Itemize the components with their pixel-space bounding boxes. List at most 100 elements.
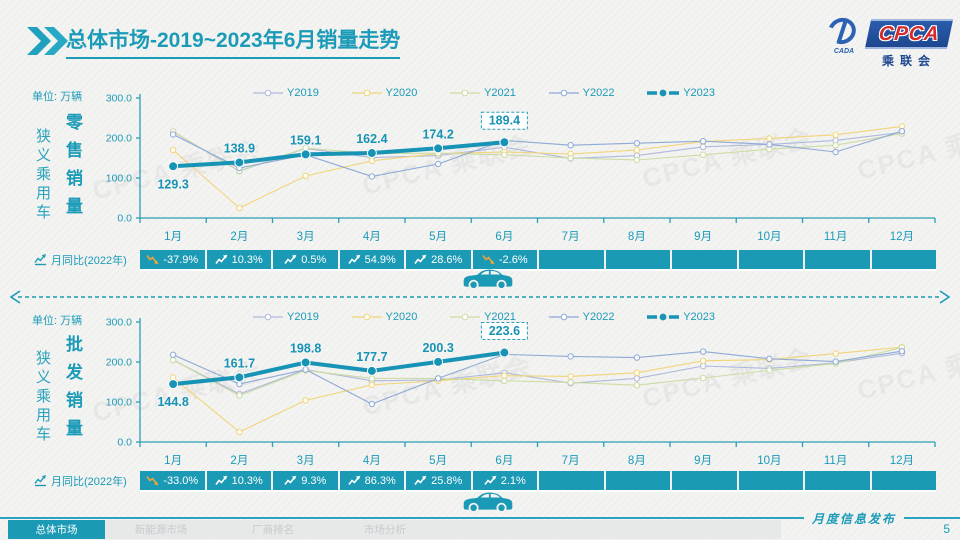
yoy-label-text: 月同比(2022年) [51,476,127,488]
car-icon [463,492,513,513]
yoy-cell: 0.5% [273,250,338,269]
legend-label: Y2022 [582,311,615,323]
legend-item-y2020: Y2020 [351,87,418,99]
cpca-logo-caption: 乘联会 [881,54,936,68]
svg-text:174.2: 174.2 [422,127,453,141]
legend-swatch-icon [450,313,481,321]
footer-tab-bar: 总体市场 新能源市场 厂商排名 市场分析 [8,520,781,539]
footer-tab-厂商排名[interactable]: 厂商排名 [217,520,329,539]
svg-text:8月: 8月 [628,455,646,467]
legend-item-y2021: Y2021 [450,87,516,99]
cpca-logo: CADA CPCA 乘联会 [823,13,954,68]
svg-text:129.3: 129.3 [157,177,188,191]
retail-trend-chart: 0.0 100.0 200.0 300.0 1月 2月 3月 4月 5月 6月 7月 8月 9月 10月 1… [106,93,936,243]
page-title-primary: 总体市场 [66,29,150,52]
yoy-label-retail: 月同比(2022年) [34,252,127,268]
yoy-value: 10.3% [231,474,263,487]
yoy-cell-empty [539,471,604,490]
svg-text:4月: 4月 [363,231,381,243]
yoy-band-wholesale: -33.0% 10.3% 9.3% 86.3% 25.8% 2.1% [140,471,936,492]
trend-up-icon [284,475,297,485]
yoy-value: 0.5% [301,253,327,266]
yoy-label-wholesale: 月同比(2022年) [34,473,127,489]
legend-label: Y2023 [683,87,715,99]
trend-up-icon [484,475,497,485]
svg-text:177.7: 177.7 [356,350,387,364]
yoy-cell-empty [605,250,670,269]
legend-label: Y2021 [484,87,516,99]
trend-down-icon [146,476,159,486]
yoy-value: 2.1% [500,474,526,487]
svg-text:0.0: 0.0 [117,213,132,225]
wholesale-trend-chart: 0.0 100.0 200.0 300.0 1月 2月 3月 4月 5月 6月 7月 8月 9月 10月 1… [106,317,936,467]
cpca-logo-plate: CPCA [864,19,954,49]
legend-label: Y2020 [385,87,418,99]
yoy-cell: -37.9% [140,250,205,269]
yoy-cell: -2.6% [472,250,537,269]
yoy-cell-empty [871,250,936,269]
yoy-cell-empty [871,471,936,490]
yoy-cell-empty [738,471,803,490]
svg-text:4月: 4月 [363,455,381,467]
svg-text:162.4: 162.4 [356,132,387,146]
yoy-cell: 10.3% [206,471,271,490]
legend-label: Y2019 [287,311,319,323]
svg-text:10月: 10月 [757,455,781,467]
yoy-cell-empty [672,250,737,269]
trend-up-icon [414,475,427,485]
yoy-value: 10.3% [231,253,263,266]
svg-text:9月: 9月 [694,231,712,243]
yoy-value: 25.8% [431,474,463,487]
svg-text:11月: 11月 [824,455,847,467]
yoy-cell-empty [738,250,803,269]
yoy-value: 54.9% [364,253,396,266]
trend-up-icon [284,254,297,264]
svg-text:7月: 7月 [562,455,580,467]
yoy-cell: 10.3% [206,250,271,269]
metric-label-wholesale: 批发销量 [63,335,82,447]
legend-label: Y2022 [582,87,615,99]
svg-text:100.0: 100.0 [106,173,132,185]
svg-text:3月: 3月 [297,231,315,243]
svg-text:0.0: 0.0 [117,437,132,449]
svg-text:12月: 12月 [890,455,914,467]
metric-label-retail: 零售销量 [63,113,82,225]
svg-text:200.0: 200.0 [106,357,132,369]
footer-rule: 月度信息发布 [0,510,960,526]
yoy-cell: 9.3% [273,471,338,490]
svg-text:5月: 5月 [429,455,447,467]
car-icon [463,269,513,290]
unit-label-retail: 单位: 万辆 [32,91,83,103]
footer-tab-市场分析[interactable]: 市场分析 [329,520,441,539]
footer-tab-新能源市场[interactable]: 新能源市场 [105,520,217,539]
legend-label: Y2023 [683,311,715,323]
legend-swatch-icon [647,89,680,97]
yoy-band-retail: -37.9% 10.3% 0.5% 54.9% 28.6% -2.6% [140,250,936,271]
group-label-wholesale: 狭义乘用车 [34,350,51,445]
legend-item-y2019: Y2019 [253,311,319,323]
svg-text:12月: 12月 [890,231,914,243]
cpca-logo-text: CPCA [877,22,941,45]
yoy-cell: 28.6% [406,250,471,269]
yoy-cell-empty [605,471,670,490]
footer-tab-总体市场[interactable]: 总体市场 [8,520,105,539]
legend-item-y2023: Y2023 [647,87,715,99]
trend-up-icon [215,254,227,264]
svg-text:2月: 2月 [230,231,248,243]
legend-swatch-icon [450,89,481,97]
yoy-value: 28.6% [431,253,463,266]
svg-text:7月: 7月 [562,231,580,243]
legend-swatch-icon [253,313,283,321]
trend-up-icon [348,475,360,485]
svg-text:200.3: 200.3 [422,341,453,355]
svg-text:223.6: 223.6 [489,324,520,338]
legend-swatch-icon [351,313,382,321]
yoy-cell-empty [805,471,870,490]
legend-wholesale: Y2019 Y2020 Y2021 Y2022 Y2023 [253,310,715,324]
trend-up-icon [414,254,427,264]
trend-up-icon [215,475,227,485]
svg-text:300.0: 300.0 [106,317,132,329]
yoy-value: 9.3% [301,474,327,487]
trend-down-icon [482,255,495,265]
